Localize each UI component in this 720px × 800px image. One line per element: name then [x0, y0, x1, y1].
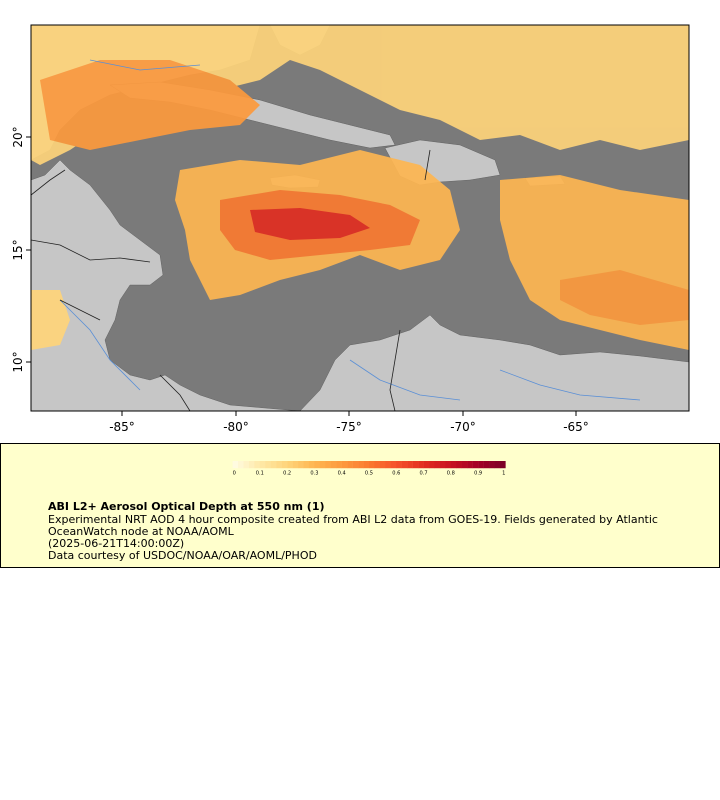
- colorbar-cell: [232, 461, 239, 469]
- plume-sw: [31, 290, 70, 350]
- colorbar-cell: [363, 461, 370, 469]
- colorbar-cell: [429, 461, 435, 469]
- colorbar-cell: [412, 461, 419, 469]
- colorbar-cell: [347, 461, 353, 469]
- colorbar-tick-label: 1: [502, 471, 505, 477]
- colorbar-cell: [467, 461, 473, 469]
- colorbar-tick-label: 0: [233, 471, 236, 477]
- plume-north-core: [40, 60, 260, 150]
- colorbar-cell: [379, 461, 386, 469]
- lon-label-75: -75°: [336, 420, 362, 434]
- colorbar-cell: [483, 461, 490, 469]
- colorbar-cells: [232, 461, 506, 469]
- colorbar-cell: [385, 461, 392, 469]
- lat-label-20: 20°: [11, 126, 25, 147]
- colorbar-cell: [248, 461, 255, 469]
- legend-credit: Data courtesy of USDOC/NOAA/OAR/AOML/PHO…: [48, 549, 317, 562]
- map-panel: 20° 15° 10° -85° -80° -75° -70° -65°: [11, 24, 690, 434]
- colorbar-cell: [499, 461, 506, 469]
- colorbar-cell: [341, 461, 348, 469]
- colorbar-cell: [254, 461, 261, 469]
- colorbar-tick-label: 0.4: [338, 471, 346, 477]
- colorbar-cell: [298, 461, 304, 469]
- colorbar-cell: [472, 461, 479, 469]
- colorbar-cell: [407, 461, 413, 469]
- colorbar-cell: [303, 461, 310, 469]
- colorbar-cell: [276, 461, 282, 469]
- colorbar-cell: [281, 461, 288, 469]
- plume-central-hot: [250, 208, 370, 240]
- border-layer: [31, 149, 431, 411]
- aod-plume-layer: [31, 25, 689, 350]
- axis-ticks: [26, 136, 577, 416]
- colorbar-cell: [489, 461, 495, 469]
- colorbar-cell: [374, 461, 381, 469]
- river-layer: [59, 59, 641, 401]
- colorbar-cell: [325, 461, 332, 469]
- colorbar-tick-label: 0.8: [447, 471, 455, 477]
- colorbar-cell: [259, 461, 266, 469]
- colorbar-cell: [292, 461, 299, 469]
- colorbar-cell: [369, 461, 375, 469]
- colorbar-cell: [314, 461, 321, 469]
- colorbar-cell: [401, 461, 408, 469]
- lat-label-10: 10°: [11, 351, 25, 372]
- colorbar-tick-label: 0.5: [365, 471, 373, 477]
- colorbar-cell: [238, 461, 244, 469]
- colorbar-cell: [434, 461, 441, 469]
- colorbar-tick-label: 0.1: [256, 471, 264, 477]
- colorbar: 0 0.1 0.2 0.3 0.4 0.5 0.6 0.7 0.8 0.9 1: [232, 461, 506, 477]
- legend-title: ABI L2+ Aerosol Optical Depth at 550 nm …: [48, 500, 325, 513]
- colorbar-cell: [396, 461, 402, 469]
- colorbar-tick-label: 0.7: [420, 471, 428, 477]
- colorbar-cell: [243, 461, 250, 469]
- colorbar-cell: [461, 461, 468, 469]
- plume-north: [31, 25, 689, 165]
- colorbar-cell: [330, 461, 337, 469]
- colorbar-tick-labels: 0 0.1 0.2 0.3 0.4 0.5 0.6 0.7 0.8 0.9 1: [233, 471, 506, 477]
- plume-east-core: [560, 270, 689, 325]
- legend-description: Experimental NRT AOD 4 hour composite cr…: [48, 513, 658, 538]
- colorbar-cell: [358, 461, 364, 469]
- colorbar-cell: [418, 461, 424, 469]
- lon-label-85: -85°: [109, 420, 135, 434]
- legend-panel: 0 0.1 0.2 0.3 0.4 0.5 0.6 0.7 0.8 0.9 1 ABI L2+ Ae…: [0, 443, 720, 568]
- lon-label-70: -70°: [450, 420, 476, 434]
- colorbar-cell: [287, 461, 293, 469]
- colorbar-cell: [352, 461, 359, 469]
- colorbar-cell: [450, 461, 457, 469]
- legend-timestamp: (2025-06-21T14:00:00Z): [48, 537, 185, 550]
- colorbar-cell: [456, 461, 462, 469]
- aod-map: 20° 15° 10° -85° -80° -75° -70° -65°: [11, 24, 690, 434]
- colorbar-cell: [423, 461, 430, 469]
- land-south-america: [299, 314, 689, 411]
- colorbar-tick-label: 0.2: [283, 471, 291, 477]
- colorbar-cell: [336, 461, 342, 469]
- colorbar-cell: [265, 461, 271, 469]
- colorbar-tick-label: 0.3: [310, 471, 318, 477]
- colorbar-cell: [319, 461, 326, 469]
- colorbar-cell: [494, 461, 501, 469]
- colorbar-cell: [390, 461, 397, 469]
- colorbar-cell: [439, 461, 446, 469]
- land-central-america: [31, 159, 301, 411]
- lon-label-65: -65°: [563, 420, 589, 434]
- colorbar-cell: [445, 461, 452, 469]
- colorbar-cell: [308, 461, 315, 469]
- colorbar-tick-label: 0.9: [474, 471, 482, 477]
- colorbar-cell: [478, 461, 484, 469]
- colorbar-tick-label: 0.6: [392, 471, 400, 477]
- lon-label-80: -80°: [223, 420, 249, 434]
- lat-label-15: 15°: [11, 239, 25, 260]
- map-frame: [30, 24, 690, 412]
- colorbar-cell: [270, 461, 277, 469]
